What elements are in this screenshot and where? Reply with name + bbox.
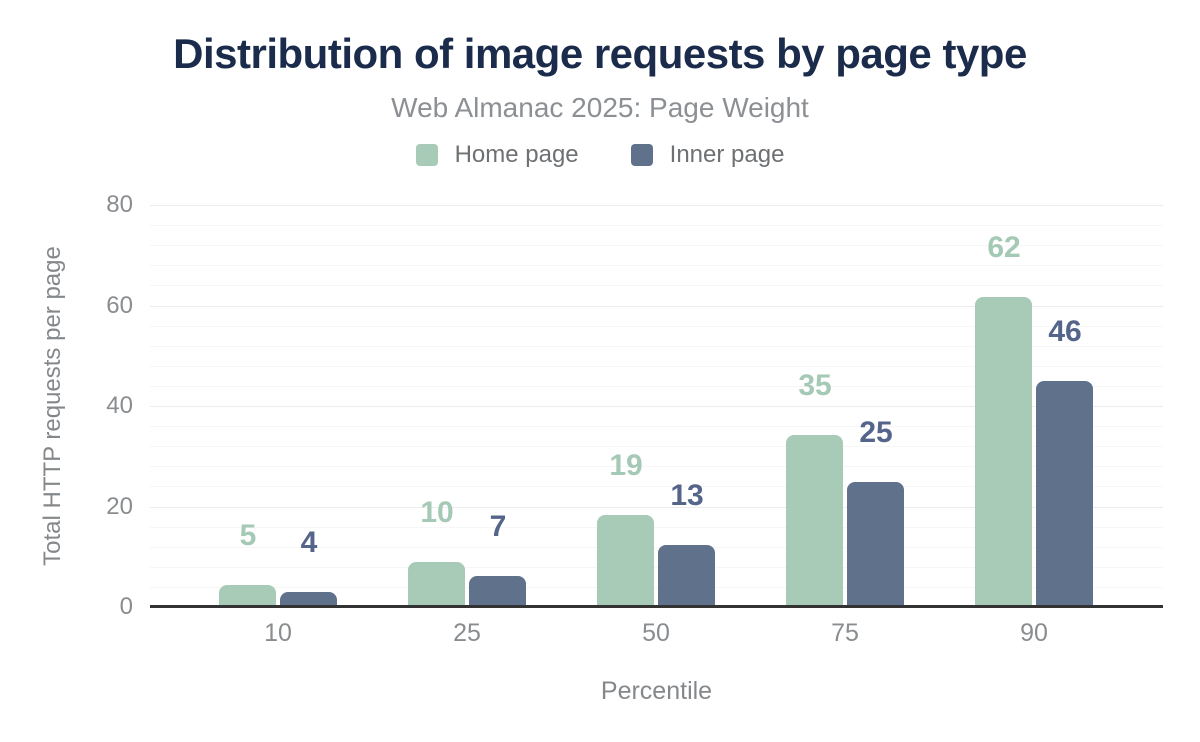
gridline-minor — [150, 245, 1163, 247]
gridline-minor — [150, 426, 1163, 428]
gridline-minor — [150, 446, 1163, 448]
y-axis-tick-label: 80 — [106, 191, 133, 218]
bar-inner-page-p50[interactable] — [658, 544, 715, 608]
value-label-inner-page-p10: 4 — [300, 525, 318, 559]
legend-label-inner-page: Inner page — [669, 141, 785, 168]
value-label-home-page-p90: 62 — [987, 230, 1021, 264]
y-axis-tick-label: 40 — [106, 392, 133, 419]
gridline-major — [150, 305, 1163, 307]
y-axis-tick-label: 20 — [106, 492, 133, 520]
gridline-minor — [150, 385, 1163, 387]
legend-swatch-inner-page — [630, 144, 653, 166]
value-label-inner-page-p50: 13 — [670, 478, 704, 512]
legend-label-home-page: Home page — [454, 141, 579, 168]
value-label-inner-page-p25: 7 — [489, 510, 507, 544]
bar-inner-page-p90[interactable] — [1036, 380, 1093, 608]
gridline-minor — [150, 466, 1163, 468]
legend-swatch-home-page — [415, 144, 438, 166]
y-axis-tick-label: 0 — [119, 593, 133, 620]
y-axis-tick-label: 60 — [106, 291, 133, 319]
x-axis-tick-label: 75 — [831, 619, 859, 647]
gridline-minor — [150, 325, 1163, 327]
value-label-inner-page-p90: 46 — [1048, 314, 1082, 348]
x-axis-tick-label: 90 — [1020, 619, 1048, 647]
bar-home-page-p90[interactable] — [975, 296, 1032, 608]
gridline-major — [150, 506, 1163, 508]
value-label-home-page-p10: 5 — [239, 519, 257, 553]
x-axis-tick-label: 50 — [642, 619, 670, 647]
chart-title: Distribution of image requests by page t… — [173, 30, 1027, 77]
legend-item-home-page[interactable]: Home page — [415, 141, 579, 169]
gridline-minor — [150, 586, 1163, 588]
gridline-major — [150, 205, 1163, 206]
x-axis-tick-label: 25 — [453, 619, 481, 647]
bar-home-page-p75[interactable] — [786, 434, 843, 608]
gridline-minor — [150, 285, 1163, 287]
value-label-home-page-p50: 19 — [609, 448, 643, 482]
gridline-minor — [150, 225, 1163, 227]
gridline-minor — [150, 365, 1163, 367]
x-axis-tick-label: 10 — [264, 619, 292, 647]
legend: Home page Inner page — [0, 141, 1200, 169]
x-axis-line — [150, 605, 1163, 608]
bar-inner-page-p25[interactable] — [469, 576, 526, 608]
chart-subtitle: Web Almanac 2025: Page Weight — [391, 92, 809, 123]
gridline-minor — [150, 486, 1163, 488]
value-label-inner-page-p75: 25 — [859, 416, 893, 450]
gridline-minor — [150, 526, 1163, 528]
value-label-home-page-p25: 10 — [420, 495, 454, 529]
gridline-major — [150, 406, 1163, 407]
gridline-minor — [150, 546, 1163, 548]
legend-item-inner-page[interactable]: Inner page — [630, 141, 785, 169]
gridline-minor — [150, 265, 1163, 267]
value-label-home-page-p75: 35 — [798, 368, 832, 402]
x-axis-title: Percentile — [600, 677, 713, 705]
bar-home-page-p50[interactable] — [597, 514, 654, 608]
bar-inner-page-p75[interactable] — [847, 482, 904, 608]
bar-home-page-p25[interactable] — [408, 561, 465, 608]
gridline-minor — [150, 345, 1163, 347]
gridline-minor — [150, 566, 1163, 568]
bar-inner-page-p10[interactable] — [280, 591, 337, 608]
bar-home-page-p10[interactable] — [219, 585, 276, 608]
